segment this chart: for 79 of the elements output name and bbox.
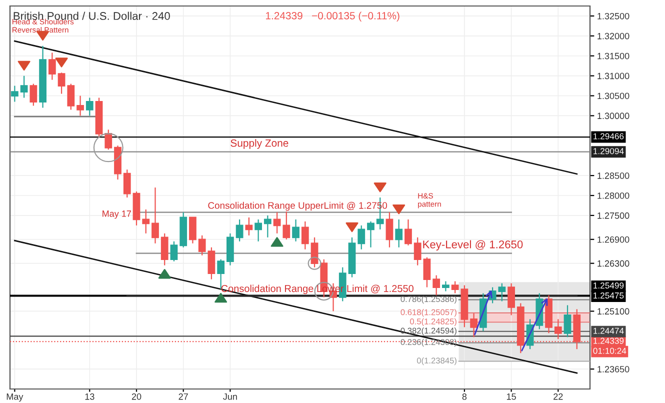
ref-line-label: 1.29094: [594, 148, 624, 154]
candlestick: [86, 97, 94, 116]
chart-title: British Pound / U.S. Dollar · 240: [14, 12, 170, 20]
ref-line-label: 1.24339: [594, 338, 624, 344]
x-tick-label: Jun: [223, 394, 237, 400]
y-tick-label: 1.27500: [598, 212, 630, 219]
candlestick: [498, 282, 506, 302]
candlestick: [67, 83, 75, 110]
text: 01:10:24: [593, 348, 626, 354]
candlestick: [301, 220, 309, 250]
candlestick: [160, 232, 168, 266]
candlestick: [432, 274, 440, 296]
y-tick-label: 1.28000: [598, 192, 630, 199]
candlestick: [414, 236, 422, 266]
candlestick: [152, 186, 159, 244]
ref-line-label: 1.25499: [594, 282, 624, 289]
candlestick: [245, 216, 253, 236]
y-tick-label: 1.30500: [598, 92, 630, 100]
candlestick: [142, 208, 150, 234]
candlestick: [564, 304, 572, 338]
annotation: May 17: [102, 210, 131, 219]
ref-line-label: 0.5(1.24825): [410, 318, 456, 326]
ref-line-label: 1.29466: [594, 133, 624, 140]
candlestick: [358, 224, 366, 250]
candlestick: [508, 282, 515, 316]
ref-line-label: 1.24474: [594, 328, 624, 334]
ref-line-label: 0.382(1.24594): [400, 328, 456, 336]
candlestick: [554, 318, 562, 340]
y-tick-label: 1.31000: [598, 72, 630, 80]
candlestick: [236, 218, 244, 242]
candlestick: [470, 312, 478, 338]
y-tick-label: 1.26900: [598, 236, 630, 243]
candlestick: [198, 234, 206, 256]
ref-line-label: 0(1.23845): [416, 357, 456, 366]
candlestick: [386, 212, 394, 248]
x-tick-label: 22: [554, 393, 563, 400]
y-tick-label: 1.32000: [598, 32, 630, 40]
ref-line-label: 1.25475: [594, 292, 624, 299]
y-tick-label: 1.23650: [598, 366, 630, 372]
text: 1.24339 −0.00135 (−0.11%): [266, 12, 400, 22]
ref-line-label: 0.786(1.25386): [400, 296, 456, 304]
x-tick-label: 8: [462, 393, 467, 400]
candlestick: [310, 236, 318, 268]
x-tick-label: 27: [178, 393, 188, 400]
candlestick: [208, 246, 216, 280]
candlestick: [104, 129, 112, 150]
y-tick-label: 1.28500: [598, 172, 630, 179]
candlestick: [10, 85, 18, 102]
candlestick: [423, 256, 431, 288]
candlestick: [170, 240, 178, 262]
y-tick-label: 1.30000: [598, 112, 630, 120]
candlestick: [254, 218, 262, 242]
candlestick: [189, 216, 196, 244]
candlestick: [264, 214, 272, 238]
candlestick: [292, 218, 300, 242]
candlestick: [123, 169, 131, 198]
x-tick-label: May: [6, 394, 24, 402]
candlestick: [30, 83, 38, 106]
candlestick: [273, 212, 281, 234]
y-tick-label: 1.26300: [598, 260, 630, 267]
candlestick: [20, 75, 28, 98]
candlestick: [282, 210, 290, 240]
candlestick: [442, 280, 450, 292]
candlestick: [58, 72, 66, 94]
candlestick: [367, 220, 374, 248]
x-tick-label: 13: [85, 393, 94, 400]
ref-line-label: 0.618(1.25057): [400, 309, 456, 317]
candlestick: [226, 232, 234, 266]
annotation: Key-Level @ 1.2650: [423, 240, 523, 251]
y-tick-label: 1.31500: [598, 52, 630, 60]
x-tick-label: 20: [132, 393, 142, 400]
candlestick: [48, 52, 56, 80]
y-tick-label: 1.32500: [598, 12, 630, 20]
candlestick: [404, 218, 412, 246]
annotation: Supply Zone: [230, 139, 288, 149]
candlestick: [76, 95, 84, 116]
y-tick-label: 1.25100: [598, 308, 630, 315]
x-tick-label: 15: [506, 394, 516, 400]
candlestick: [395, 218, 403, 248]
